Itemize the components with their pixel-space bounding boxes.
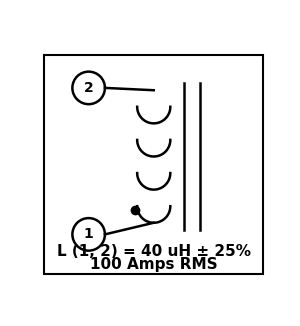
Text: 2: 2	[84, 81, 94, 95]
Text: 1: 1	[84, 227, 94, 241]
Text: L (1, 2) = 40 uH ± 25%: L (1, 2) = 40 uH ± 25%	[57, 244, 251, 259]
Text: 100 Amps RMS: 100 Amps RMS	[90, 257, 218, 272]
